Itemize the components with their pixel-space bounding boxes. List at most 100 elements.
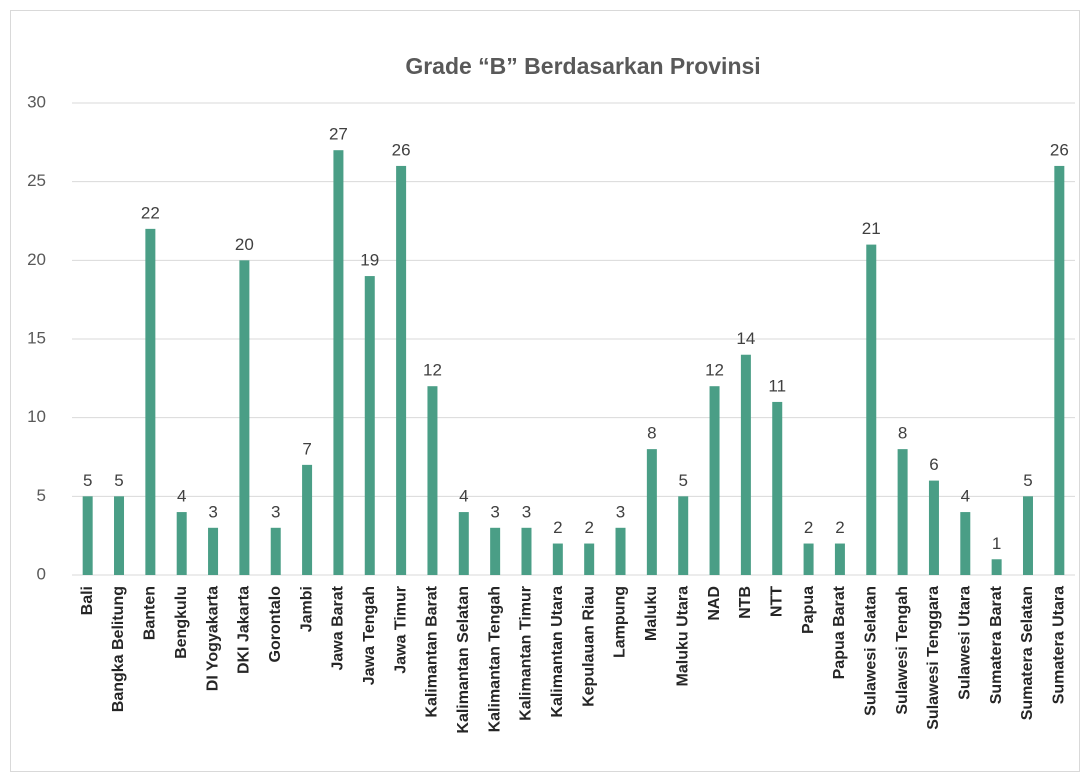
data-label: 8	[898, 424, 907, 443]
data-label: 21	[862, 219, 881, 238]
y-tick-label: 5	[37, 486, 46, 505]
x-tick-label: Kalimantan Timur	[518, 586, 535, 721]
data-label: 4	[961, 487, 970, 506]
x-tick-label: Sumatera Utara	[1051, 586, 1068, 704]
data-label: 2	[835, 518, 844, 537]
x-tick-label: Sulawesi Tengah	[894, 586, 911, 715]
bar	[427, 386, 438, 575]
data-label: 2	[553, 518, 562, 537]
data-label: 7	[302, 439, 311, 458]
x-tick-label: Kalimantan Utara	[549, 586, 566, 718]
bar	[678, 496, 689, 575]
data-label: 12	[423, 361, 442, 380]
data-label: 11	[768, 376, 786, 395]
x-tick-label: Jawa Timur	[392, 586, 409, 674]
data-label: 3	[208, 502, 217, 521]
data-label: 22	[141, 203, 160, 222]
bar	[396, 165, 407, 575]
bar	[458, 512, 469, 575]
x-tick-label: NAD	[706, 586, 723, 621]
x-tick-label: Jambi	[298, 586, 315, 632]
x-tick-label: Papua	[800, 586, 817, 634]
x-tick-label: Papua Barat	[831, 585, 848, 679]
x-tick-label: Sulawesi Selatan	[862, 586, 879, 716]
chart-border	[10, 10, 1080, 772]
x-tick-label: Kalimantan Barat	[424, 585, 441, 717]
x-tick-label: NTB	[737, 586, 754, 619]
data-label: 27	[329, 125, 348, 144]
bar	[709, 386, 720, 575]
data-label: 1	[992, 534, 1001, 553]
bar	[866, 244, 877, 575]
bar	[552, 543, 563, 575]
data-label: 5	[83, 471, 92, 490]
y-tick-label: 0	[37, 564, 46, 583]
x-tick-label: Kepulauan Riau	[580, 586, 597, 707]
bar	[490, 527, 501, 575]
data-label: 2	[804, 518, 813, 537]
x-tick-label: Bengkulu	[173, 586, 190, 659]
y-tick-label: 10	[27, 407, 46, 426]
x-tick-label: Gorontalo	[267, 586, 284, 663]
bar	[270, 527, 281, 575]
y-tick-label: 20	[27, 250, 46, 269]
x-tick-label: Jawa Barat	[330, 585, 347, 670]
bar	[928, 480, 939, 575]
x-tick-label: Maluku Utara	[674, 586, 691, 687]
bar	[176, 512, 187, 575]
data-label: 2	[584, 518, 593, 537]
data-label: 5	[678, 471, 687, 490]
data-label: 6	[929, 455, 938, 474]
data-label: 3	[271, 502, 280, 521]
x-tick-label: Sumatera Barat	[988, 585, 1005, 704]
x-tick-label: DI Yogyakarta	[204, 586, 221, 691]
y-tick-label: 30	[27, 92, 46, 111]
data-label: 3	[616, 502, 625, 521]
data-label: 4	[459, 487, 468, 506]
x-tick-label: Maluku	[643, 586, 660, 641]
x-tick-label: Bali	[79, 586, 96, 615]
bar	[615, 527, 626, 575]
bar	[302, 464, 313, 575]
y-tick-label: 25	[27, 171, 46, 190]
data-label: 3	[522, 502, 531, 521]
data-label: 26	[392, 140, 411, 159]
bar	[208, 527, 219, 575]
bar	[333, 150, 344, 575]
bar	[1022, 496, 1033, 575]
bar	[521, 527, 532, 575]
x-tick-label: Jawa Tengah	[361, 586, 378, 685]
x-tick-label: Sumatera Selatan	[1019, 586, 1036, 720]
bar	[584, 543, 595, 575]
x-tick-label: DKI Jakarta	[236, 586, 253, 674]
chart-title: Grade “B” Berdasarkan Provinsi	[405, 53, 760, 79]
bar	[239, 260, 250, 575]
bar	[803, 543, 814, 575]
bar	[364, 276, 375, 575]
bar	[1054, 165, 1065, 575]
data-label: 3	[490, 502, 499, 521]
data-label: 12	[705, 361, 724, 380]
data-label: 20	[235, 235, 254, 254]
x-tick-label: Banten	[142, 586, 159, 640]
x-tick-label: Sulawesi Utara	[957, 586, 974, 700]
bar	[82, 496, 93, 575]
data-label: 8	[647, 424, 656, 443]
bar	[991, 559, 1002, 575]
data-label: 14	[736, 329, 755, 348]
bar	[960, 512, 971, 575]
y-tick-label: 15	[27, 328, 46, 347]
bar	[740, 354, 751, 575]
data-label: 5	[114, 471, 123, 490]
x-tick-label: Lampung	[612, 586, 629, 658]
x-tick-label: Sulawesi Tenggara	[925, 586, 942, 730]
bar	[145, 228, 156, 575]
bar	[646, 449, 657, 575]
bar	[834, 543, 845, 575]
x-tick-label: NTT	[768, 586, 785, 617]
data-label: 26	[1050, 140, 1069, 159]
data-label: 4	[177, 487, 186, 506]
data-label: 5	[1023, 471, 1032, 490]
x-tick-label: Kalimantan Tengah	[486, 586, 503, 732]
